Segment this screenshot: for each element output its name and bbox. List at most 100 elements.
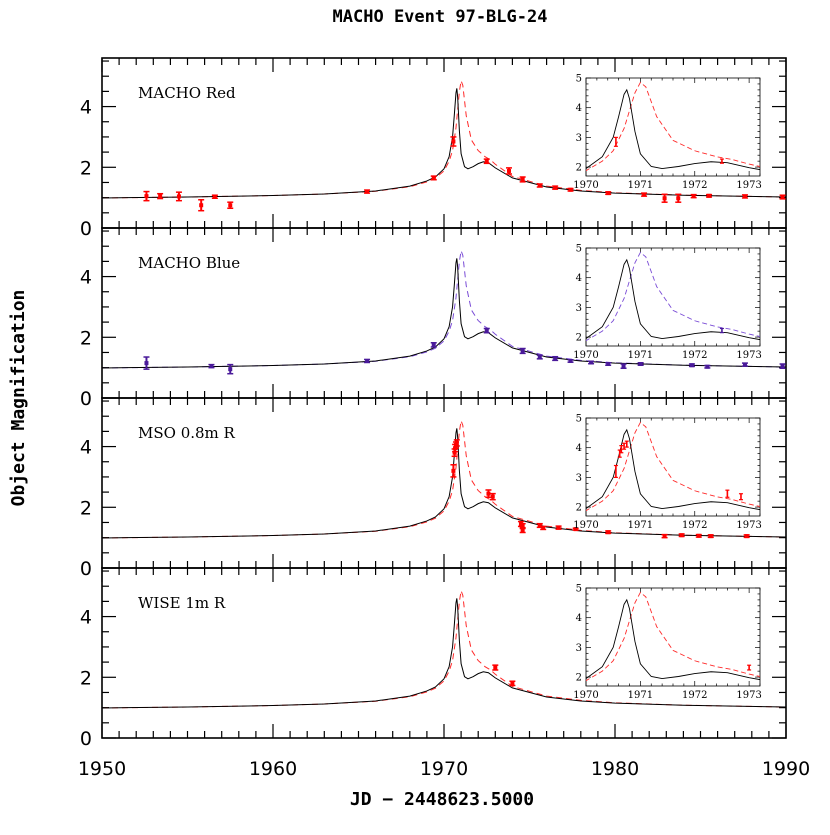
inset-x-tick-label: 1972 [682,180,707,191]
data-point [567,358,574,363]
data-point [175,191,182,202]
data-marker [454,440,459,445]
panel-label: MSO 0.8m R [138,424,236,442]
data-point [605,362,612,366]
data-point [661,193,668,203]
data-marker [144,194,149,199]
data-point [227,363,234,375]
model-solid-line [102,598,786,709]
data-marker [537,183,542,188]
data-point [552,355,559,362]
panel-plot-area [102,248,786,375]
inset-model-dashed-line [586,421,760,512]
data-point [741,362,748,367]
data-marker [520,528,525,533]
inset-frame [585,77,761,177]
inset-x-tick-label: 1973 [736,520,761,531]
data-point [675,193,682,203]
inset-x-tick-label: 1972 [682,520,707,531]
x-tick-label: 1970 [420,758,468,780]
inset-data-point [622,442,627,450]
data-marker [642,192,647,197]
data-marker [742,194,747,199]
inset-plot-area [586,591,760,682]
x-tick-label: 1950 [78,758,126,780]
data-marker [510,681,515,686]
data-marker [707,193,712,198]
y-axis-label: Object Magnification [8,290,29,507]
data-point [690,193,697,199]
model-solid-line [102,88,786,199]
data-marker [212,194,217,199]
data-point [143,356,150,370]
data-marker [780,364,785,369]
data-point [567,187,574,192]
inset-frame [585,587,761,687]
panel-plot-area [102,78,786,212]
data-marker [199,203,204,208]
data-point [540,525,547,531]
data-marker [606,191,611,196]
inset-y-tick-label: 3 [576,473,582,484]
inset-y-tick-label: 3 [576,303,582,314]
data-marker [493,665,498,670]
data-marker [621,364,626,369]
data-point [505,167,512,175]
data-marker [568,187,573,192]
inset-data-point [747,664,752,671]
inset-y-tick-label: 5 [576,244,582,255]
data-point [637,362,644,366]
inset-data-point [624,440,629,448]
x-tick-label: 1990 [762,758,810,780]
inset-y-tick-label: 4 [576,443,582,454]
data-point [536,354,543,360]
inset-frame [585,247,761,347]
data-marker [484,328,489,333]
data-marker [679,533,684,538]
y-tick-label: 4 [80,437,92,459]
inset-x-tick-label: 1971 [628,180,653,191]
data-marker [691,194,696,199]
data-marker [589,360,594,365]
data-marker [553,356,558,361]
data-marker [365,358,370,363]
data-marker [520,348,525,353]
inset-x-tick-label: 1970 [573,350,598,361]
inset-y-tick-label: 3 [576,643,582,654]
data-point [450,464,457,478]
data-marker [228,367,233,372]
data-point [707,534,714,539]
data-marker [708,534,713,539]
y-tick-label: 2 [80,667,92,689]
data-point [678,533,685,538]
y-tick-label: 0 [80,218,92,240]
data-point [227,201,234,210]
data-point [430,342,437,348]
inset-plot-area [586,251,760,342]
data-point [492,664,499,671]
inset-model-solid-line [586,88,760,171]
inset-y-tick-label: 5 [576,74,582,85]
data-marker [541,525,546,530]
data-point [661,533,668,539]
data-point [741,194,748,199]
data-point [605,530,612,535]
data-marker [506,168,511,173]
inset-plot: 1970 1971 1972 1973 2 3 4 5 [573,584,762,702]
inset-x-tick-label: 1970 [573,180,598,191]
data-point [430,175,437,181]
data-point [706,193,713,198]
data-point [572,527,579,532]
inset-y-tick-label: 4 [576,273,582,284]
data-marker [780,195,785,200]
inset-x-tick-label: 1970 [573,690,598,701]
inset-y-tick-label: 5 [576,584,582,595]
inset-x-tick-label: 1970 [573,520,598,531]
data-marker [451,139,456,144]
panel-label: WISE 1m R [138,594,226,612]
data-point [509,680,516,687]
inset-y-tick-label: 4 [576,613,582,624]
data-point [688,363,695,368]
data-marker [537,355,542,360]
